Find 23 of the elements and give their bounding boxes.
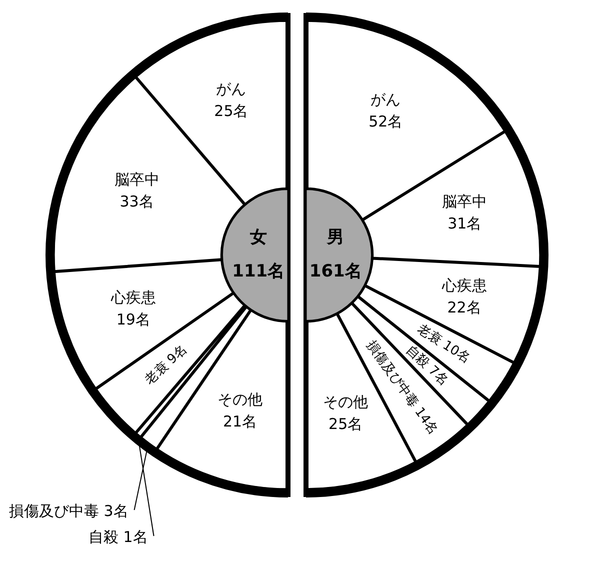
slice-label: 損傷及び中毒 3名 bbox=[8, 502, 128, 520]
slice-label: 脳卒中 bbox=[442, 192, 488, 211]
data-label: 21名 bbox=[222, 412, 258, 431]
text: 111名 bbox=[232, 261, 285, 282]
data-label: 52名 bbox=[368, 112, 403, 131]
data-label: 31名 bbox=[448, 214, 482, 233]
data-label: 33名 bbox=[120, 192, 154, 211]
slice-label: 老衰 9名 bbox=[142, 341, 190, 388]
text: 男 bbox=[326, 227, 344, 248]
slice-label: がん bbox=[370, 90, 401, 109]
text: 161名 bbox=[309, 261, 362, 282]
slice-label: 自殺 1名 bbox=[88, 528, 148, 546]
slice-label: 脳卒中 bbox=[114, 170, 160, 189]
text: 女 bbox=[248, 227, 267, 248]
slice-label: その他 bbox=[323, 392, 368, 411]
data-label: 25名 bbox=[214, 102, 248, 120]
slice-label: その他 bbox=[217, 390, 262, 409]
slice-label: 心疾患 bbox=[440, 276, 487, 295]
data-label: 22名 bbox=[447, 298, 482, 317]
slice-label: 心疾患 bbox=[110, 288, 156, 307]
data-label: 25名 bbox=[328, 414, 363, 433]
data-label: 19名 bbox=[116, 310, 150, 329]
slice-label: がん bbox=[216, 80, 246, 98]
